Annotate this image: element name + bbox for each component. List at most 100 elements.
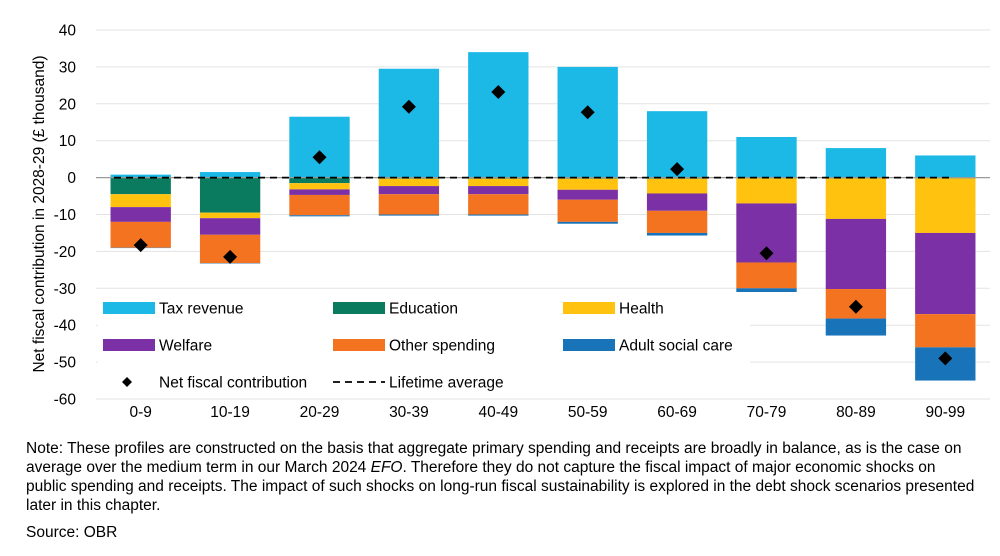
bar-tax-revenue-30-39 [378,68,440,178]
x-tick-90-99: 90-99 [925,404,965,421]
legend-swatch-health [563,302,615,314]
legend-label-welfare: Welfare [159,338,212,355]
bar-other-spending-30-39 [378,194,440,215]
x-tick-0-9: 0-9 [129,404,151,421]
bar-other-spending-60-69 [646,210,708,233]
legend-background [98,295,750,395]
bar-tax-revenue-70-79 [736,137,797,178]
bar-tax-revenue-50-59 [557,66,618,178]
bar-adult-social-care-70-79 [736,288,797,292]
bar-welfare-90-99 [915,232,976,315]
net-marker-50-59 [580,105,595,120]
y-tick-30: 30 [59,59,77,76]
y-axis-label: Net fiscal contribution in 2028-29 (£ th… [31,55,48,372]
bar-adult-social-care-40-49 [468,214,529,216]
y-tick-10: 10 [59,133,77,150]
bar-welfare-0-9 [110,207,171,222]
net-marker-20-29 [312,150,327,165]
y-tick--60: -60 [54,392,77,409]
legend-swatch-adult-social-care [563,339,615,351]
net-markers [133,84,953,366]
legend-swatch-tax-revenue [103,302,155,314]
y-axis: 40 30 20 10 0 -10 -20 -30 -40 -50 -60 [54,23,77,409]
bar-other-spending-70-79 [736,262,797,289]
legend-label-tax-revenue: Tax revenue [159,301,243,318]
bar-health-0-9 [110,194,171,208]
legend: Tax revenue Education Health Welfare Other s… [98,295,750,395]
note-efo-italic: EFO [370,459,403,476]
bar-health-80-89 [825,178,887,219]
bar-health-50-59 [557,178,618,190]
x-tick-10-19: 10-19 [210,404,250,421]
bar-health-70-79 [736,178,797,204]
net-marker-10-19 [223,249,238,264]
y-tick--40: -40 [54,318,77,335]
bar-education-0-9 [110,177,171,195]
bar-welfare-40-49 [468,186,529,195]
legend-swatch-other-spending [333,339,385,351]
y-tick-20: 20 [59,96,77,113]
y-tick--30: -30 [54,281,77,298]
x-axis: 0-9 10-19 20-29 30-39 40-49 50-59 60-69 70-79 80… [129,404,965,421]
bar-adult-social-care-60-69 [646,232,708,236]
bar-tax-revenue-40-49 [468,52,529,178]
net-marker-90-99 [938,351,953,366]
x-tick-30-39: 30-39 [389,404,429,421]
legend-swatch-welfare [103,339,155,351]
net-marker-80-89 [848,299,863,314]
bar-welfare-10-19 [199,218,261,235]
bar-adult-social-care-50-59 [557,221,618,224]
x-tick-20-29: 20-29 [300,404,340,421]
legend-swatch-education [333,302,385,314]
x-tick-80-89: 80-89 [836,404,876,421]
x-tick-60-69: 60-69 [657,404,697,421]
y-tick--50: -50 [54,355,77,372]
bar-health-90-99 [915,178,976,233]
y-tick--10: -10 [54,207,77,224]
bar-tax-revenue-90-99 [915,155,976,178]
legend-label-other-spending: Other spending [389,338,495,355]
bar-welfare-20-29 [289,189,350,195]
bar-welfare-30-39 [378,186,440,195]
bar-other-spending-50-59 [557,199,618,222]
bar-other-spending-20-29 [289,194,350,216]
x-tick-70-79: 70-79 [747,404,787,421]
bar-tax-revenue-0-9 [110,174,171,178]
net-marker-60-69 [670,162,685,177]
bar-health-10-19 [199,212,261,219]
bar-health-20-29 [289,183,350,190]
note-text-end: . Therefore they do not capture the fisc… [26,459,975,514]
x-tick-50-59: 50-59 [568,404,608,421]
bar-welfare-80-89 [825,218,887,290]
bar-adult-social-care-20-29 [289,215,350,217]
legend-label-net-fiscal-contribution: Net fiscal contribution [159,375,307,392]
bar-education-20-29 [289,177,350,184]
legend-label-education: Education [389,301,458,318]
source-text: Source: OBR [26,524,118,541]
bar-adult-social-care-80-89 [825,318,887,336]
legend-label-health: Health [619,301,664,318]
legend-label-adult-social-care: Adult social care [619,338,733,355]
legend-swatch-net-fiscal-contribution [122,377,132,387]
legend-label-lifetime-average: Lifetime average [389,375,504,392]
y-tick-40: 40 [59,23,77,40]
bar-adult-social-care-30-39 [378,214,440,216]
x-tick-40-49: 40-49 [478,404,518,421]
bar-other-spending-40-49 [468,194,529,215]
bar-welfare-50-59 [557,189,618,200]
bar-health-60-69 [646,178,708,194]
net-marker-0-9 [133,238,148,253]
net-marker-40-49 [491,84,506,99]
y-tick-0: 0 [67,170,76,187]
bar-tax-revenue-80-89 [825,148,887,178]
net-marker-70-79 [759,246,774,261]
bar-welfare-60-69 [646,193,708,211]
bar-tax-revenue-10-19 [199,172,261,178]
bar-tax-revenue-20-29 [289,116,350,178]
bar-health-40-49 [468,178,529,187]
bar-other-spending-90-99 [915,314,976,348]
bar-education-10-19 [199,177,261,213]
stacked-bar-chart: 40 30 20 10 0 -10 -20 -30 -40 -50 -60 0-9 10-19 20-2… [31,23,990,421]
net-marker-30-39 [401,99,416,114]
chart-note: Note: These profiles are constructed on … [26,439,976,515]
